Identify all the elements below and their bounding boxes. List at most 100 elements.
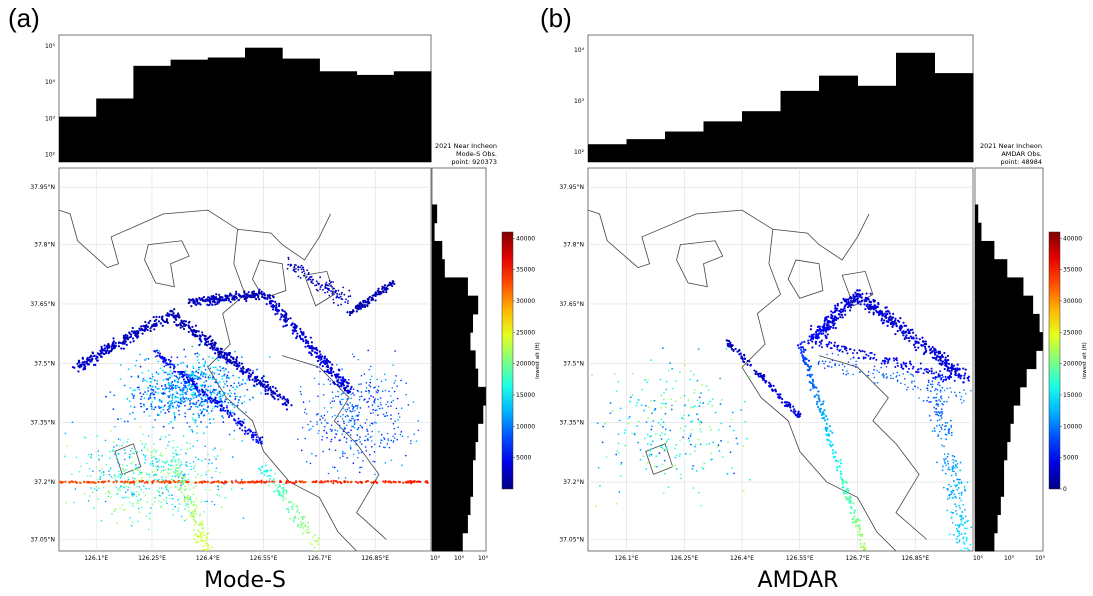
scatter-point [242,517,245,519]
scatter-point [107,480,110,483]
scatter-point [799,343,802,346]
scatter-point [696,413,698,416]
scatter-point [813,395,816,398]
scatter-point [383,284,387,287]
scatter-point [177,489,180,491]
scatter-point [147,321,150,324]
scatter-point [139,473,142,475]
scatter-point [342,420,345,422]
scatter-point [209,385,212,388]
scatter-point [192,367,195,369]
scatter-point [342,407,344,410]
scatter-point [357,452,360,454]
scatter-point [154,355,157,358]
scatter-point [212,366,215,369]
scatter-point [377,414,379,416]
scatter-point [310,276,313,278]
scatter-point [151,471,154,473]
scatter-point [129,449,132,452]
scatter-point [211,300,215,303]
scatter-point [167,358,170,361]
scatter-point [185,452,187,455]
scatter-point [148,528,150,531]
scatter-point [342,413,344,416]
scatter-point [383,415,386,417]
scatter-point [628,415,631,418]
scatter-point [327,360,330,363]
scatter-point [753,369,756,372]
scatter-point [158,413,161,416]
scatter-point [294,480,298,483]
info-line: Mode-S Obs. [456,150,497,158]
scatter-point [820,413,823,416]
scatter-point [174,459,177,461]
scatter-point [896,364,899,367]
scatter-point [945,378,948,381]
scatter-point [637,420,640,423]
scatter-point [295,329,298,333]
scatter-point [363,373,366,375]
scatter-point [731,344,734,347]
scatter-point [809,338,812,342]
scatter-point [160,385,163,387]
scatter-point [333,382,336,386]
scatter-point [219,347,222,350]
scatter-point [748,360,751,363]
scatter-point [212,388,215,391]
scatter-point [836,466,839,469]
scatter-point [90,453,93,456]
scatter-point [387,283,391,286]
scatter-point [171,475,174,477]
scatter-point [101,468,103,470]
scatter-point [817,405,820,408]
scatter-point [262,296,266,299]
scatter-point [925,349,928,352]
scatter-point [194,392,197,395]
scatter-point [308,351,311,354]
scatter-point [372,480,376,483]
scatter-point [330,438,333,441]
top-hist-bar [59,116,97,162]
scatter-point [369,436,372,438]
scatter-point [202,358,205,361]
scatter-point [196,378,199,381]
scatter-point [271,295,275,298]
scatter-point [696,399,699,402]
scatter-point [153,398,156,400]
scatter-point [192,378,195,381]
scatter-point [184,473,186,476]
scatter-point [223,369,226,372]
scatter-points [591,289,973,551]
scatter-point [822,332,825,335]
map-ytick: 37.05°N [30,537,55,544]
scatter-point [811,378,814,381]
scatter-point [361,303,364,306]
scatter-point [88,453,90,456]
scatter-point [218,390,221,393]
scatter-point [757,375,761,378]
scatter-point [352,405,355,408]
scatter-point [214,396,217,399]
scatter-point [954,464,957,466]
scatter-point [167,444,169,447]
scatter-point [162,408,165,411]
scatter-point [197,541,200,544]
scatter-point [191,430,194,433]
scatter-point [195,401,198,404]
scatter-point [922,372,925,375]
scatter-point [812,333,815,336]
map-frame [587,167,974,552]
scatter-point [152,464,154,467]
scatter-point [90,355,93,358]
scatter-point [195,403,197,406]
scatter-point [93,354,96,357]
scatter-point [87,359,90,362]
scatter-point [334,429,336,431]
scatter-point [132,397,135,400]
scatter-point [282,486,285,489]
scatter-point [176,376,179,379]
scatter-point [755,370,758,373]
scatter-point [689,433,692,435]
scatter-point [885,306,888,309]
scatter-point [332,466,334,468]
